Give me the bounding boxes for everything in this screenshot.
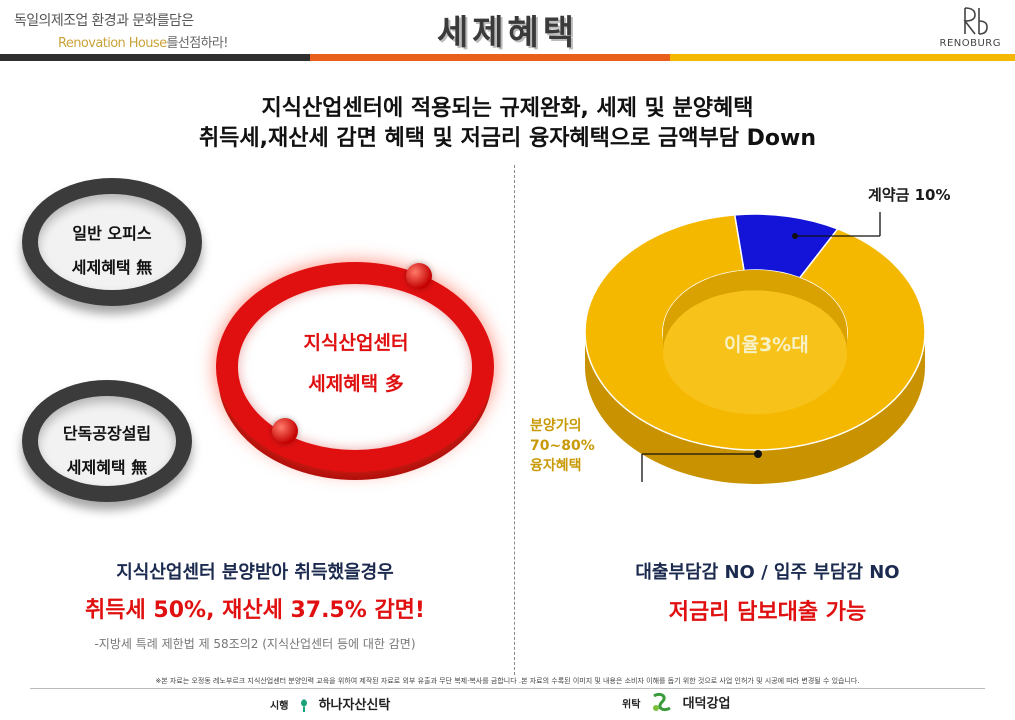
loan-label-line3: 융자혜택: [530, 458, 582, 474]
tagline-line2: Renovation House를선점하라!: [58, 32, 229, 51]
delegate-name: 대덕강업: [682, 696, 731, 712]
header-bar-orange: [310, 54, 670, 61]
tagline-line1: 독일의제조업 환경과 문화를담은: [14, 13, 194, 29]
loan-leader-dot: [754, 450, 762, 458]
knowledge-center-label: 지식산업센터 세제혜택 多: [256, 328, 456, 396]
office-ring-line2: 세제혜택 無: [71, 258, 153, 277]
knowledge-center-line1: 지식산업센터: [303, 332, 409, 354]
headline-line1: 지식산업센터에 적용되는 규제완화, 세제 및 분양혜택: [261, 96, 754, 121]
factory-ring-line1: 단독공장설립: [62, 424, 152, 443]
header-bar-yellow: [670, 54, 1015, 61]
ring-knob-bottom: [272, 418, 298, 444]
trust-sponsor: 시행 하나자산신탁: [270, 694, 390, 713]
left-caption-subtitle: 지식산업센터 분양받아 취득했을경우: [116, 562, 394, 583]
deposit-label: 계약금 10%: [868, 186, 951, 204]
footnote: ※본 자료는 오정동 레노부르크 지식산업센터 분양인력 교육을 위하여 제작된…: [155, 677, 860, 685]
donut-top: [584, 213, 926, 451]
factory-ring-label: 단독공장설립 세제혜택 無: [22, 420, 192, 478]
left-caption-highlight: 취득세 50%, 재산세 37.5% 감면!: [85, 598, 425, 623]
delegate-sponsor: 위탁 대덕강업: [622, 692, 730, 714]
delegate-label: 위탁: [622, 699, 641, 711]
factory-ring-line2: 세제혜택 無: [66, 458, 148, 477]
office-ring-label: 일반 오피스 세제혜택 無: [22, 220, 202, 278]
footer-line: [30, 688, 985, 689]
center-divider: [514, 165, 515, 675]
loan-label-line2: 70~80%: [530, 438, 595, 454]
hana-logo-icon: [300, 698, 307, 712]
renoburg-logo-icon: [963, 7, 988, 35]
interest-rate-label: 이율3%대: [724, 334, 809, 356]
donut-hole-floor: [663, 290, 847, 415]
right-caption-highlight: 저금리 담보대출 가능: [668, 600, 867, 625]
loan-donut-chart: [584, 212, 926, 484]
donut-side-wall: [585, 332, 925, 484]
knowledge-center-line2: 세제혜택 多: [308, 373, 404, 395]
header-bar-dark: [0, 54, 310, 61]
headline-line2: 취득세,재산세 감면 혜택 및 저금리 융자혜택으로 금액부담 Down: [198, 126, 817, 151]
ring-knob-top: [406, 263, 432, 289]
daeduk-logo-icon: [652, 692, 671, 712]
loan-label: 분양가의 70~80% 융자혜택: [530, 416, 595, 476]
tagline-rest: 를선점하라!: [166, 36, 228, 51]
loan-label-line1: 분양가의: [530, 418, 582, 434]
left-caption-law: -지방세 특례 제한법 제 58조의2 (지식산업센터 등에 대한 감면): [94, 637, 416, 651]
donut-hole-wall: [663, 270, 847, 353]
right-caption-subtitle: 대출부담감 NO / 입주 부담감 NO: [635, 562, 900, 583]
deposit-leader-dot: [792, 233, 798, 239]
page-title: 세제혜택: [436, 13, 579, 53]
trust-label: 시행: [270, 701, 289, 712]
leader-lines: [641, 212, 881, 482]
trust-name: 하나자산신탁: [318, 698, 391, 713]
office-ring-line1: 일반 오피스: [72, 224, 152, 243]
tagline-accent: Renovation House: [58, 36, 167, 51]
logo-text: RENOBURG: [939, 38, 1001, 49]
